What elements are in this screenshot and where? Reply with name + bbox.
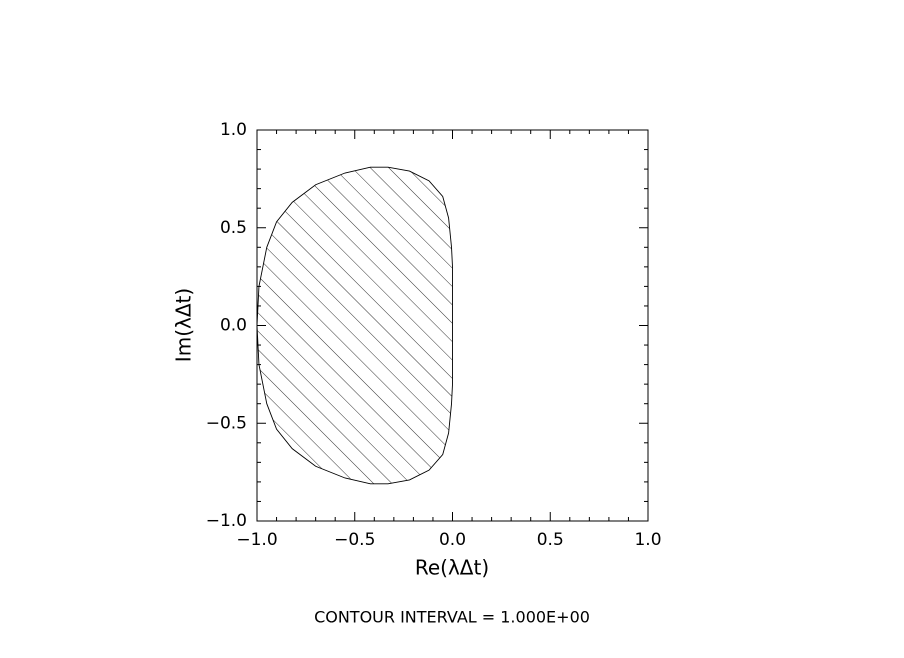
x-axis-label: Re(λΔt) bbox=[415, 556, 489, 580]
y-tick-label: 0.0 bbox=[220, 316, 247, 336]
x-tick-label: 0.0 bbox=[439, 530, 466, 550]
y-axis-label: Im(λΔt) bbox=[172, 288, 196, 362]
y-tick-label: 1.0 bbox=[220, 120, 247, 140]
x-tick-label: 1.0 bbox=[634, 530, 661, 550]
annotation: CONTOUR INTERVAL = 1.000E+00 bbox=[314, 608, 590, 627]
x-tick-label: −1.0 bbox=[236, 530, 277, 550]
y-tick-label: −1.0 bbox=[206, 511, 247, 531]
y-tick-label: 0.5 bbox=[220, 218, 247, 238]
x-tick-label: −0.5 bbox=[334, 530, 375, 550]
contour-region bbox=[256, 166, 453, 485]
x-tick-label: 0.5 bbox=[537, 530, 564, 550]
y-tick-label: −0.5 bbox=[206, 413, 247, 433]
